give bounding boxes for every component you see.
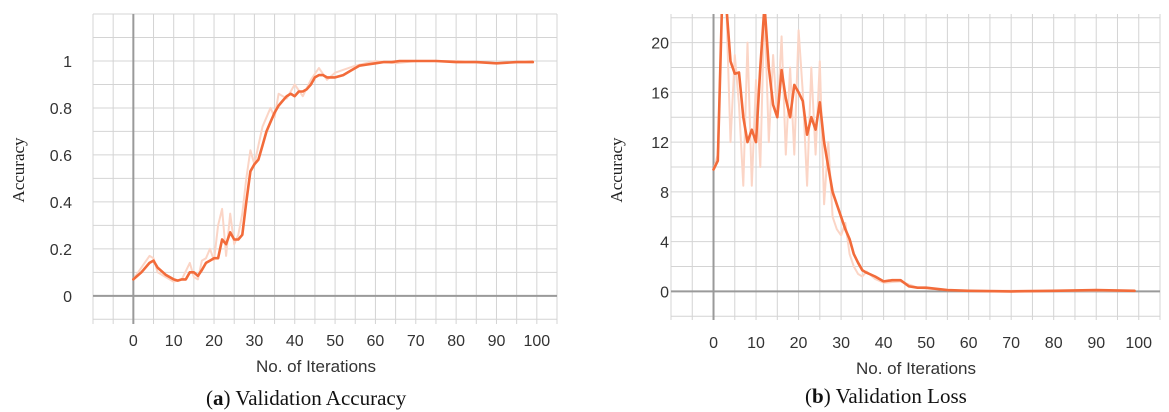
loss-chart-tick-labels: 0 10 20 30 40 50 60 70 80 90 100 0 4 8 12 16 20 <box>651 36 1152 352</box>
accuracy-chart-y-tick-label: 0 <box>63 289 72 306</box>
accuracy-chart-x-tick-label: 0 <box>129 333 138 350</box>
loss-chart-x-tick-label: 30 <box>832 335 850 352</box>
loss-chart-x-tick-label: 90 <box>1087 335 1105 352</box>
accuracy-chart-grid <box>92 13 558 324</box>
accuracy-chart-x-tick-label: 100 <box>523 333 550 350</box>
accuracy-chart-smoothed-series-line <box>132 59 535 282</box>
accuracy-chart-y-axis-title: Accuracy <box>9 137 28 203</box>
loss-chart-y-tick-label: 20 <box>651 36 669 53</box>
loss-chart-x-tick-label: 60 <box>960 335 978 352</box>
accuracy-chart-y-tick-label: 0.6 <box>50 148 72 165</box>
loss-chart-y-tick-label: 4 <box>660 235 669 252</box>
accuracy-chart-x-tick-label: 50 <box>326 333 344 350</box>
accuracy-chart-y-tick-label: 0.8 <box>50 101 72 118</box>
loss-chart-x-tick-label: 70 <box>1002 335 1020 352</box>
accuracy-chart-axes <box>93 14 557 324</box>
accuracy-chart-x-tick-label: 30 <box>245 333 263 350</box>
loss-chart-y-axis-title: Accuracy <box>607 137 626 203</box>
loss-chart-series <box>712 14 1136 293</box>
loss-chart-y-tick-label: 0 <box>660 284 669 301</box>
loss-chart-raw-series-line <box>712 14 1136 292</box>
accuracy-chart-x-tick-label: 60 <box>367 333 385 350</box>
accuracy-chart-y-tick-label: 0.2 <box>50 242 72 259</box>
loss-chart-x-tick-label: 0 <box>709 335 718 352</box>
loss-chart-y-tick-label: 8 <box>660 185 669 202</box>
accuracy-chart-y-tick-label: 1 <box>63 54 72 71</box>
loss-chart-x-tick-label: 50 <box>917 335 935 352</box>
loss-chart-smoothed-series-line <box>712 14 1136 293</box>
loss-chart-y-tick-label: 16 <box>651 85 669 102</box>
accuracy-chart-x-tick-label: 80 <box>447 333 465 350</box>
accuracy-chart-tick-labels: 0 10 20 30 40 50 60 70 80 90 100 0 0.2 0.4 0.6 0.8 1 <box>50 54 551 350</box>
accuracy-chart-x-axis-title: No. of Iterations <box>256 357 376 376</box>
accuracy-chart-series <box>132 59 535 283</box>
loss-chart-x-tick-label: 40 <box>875 335 893 352</box>
loss-chart-x-tick-label: 20 <box>790 335 808 352</box>
accuracy-chart-x-tick-label: 40 <box>286 333 304 350</box>
loss-chart-x-tick-label: 80 <box>1045 335 1063 352</box>
caption-b: (b) Validation Loss <box>805 384 967 408</box>
caption-a: (a) Validation Accuracy <box>206 386 407 410</box>
accuracy-chart-x-tick-label: 10 <box>165 333 183 350</box>
loss-chart-x-axis-title: No. of Iterations <box>856 359 976 378</box>
accuracy-chart-x-tick-label: 70 <box>407 333 425 350</box>
accuracy-chart-y-tick-label: 0.4 <box>50 195 72 212</box>
accuracy-chart: 0 10 20 30 40 50 60 70 80 90 100 0 0.2 0.4 0.6 0.8 1 No.… <box>9 13 558 376</box>
loss-chart-y-tick-label: 12 <box>651 135 669 152</box>
accuracy-chart-raw-series-line <box>132 60 534 283</box>
loss-chart: 0 10 20 30 40 50 60 70 80 90 100 0 4 8 12 16 20 No. of I… <box>607 14 1161 378</box>
accuracy-chart-x-tick-label: 20 <box>205 333 223 350</box>
loss-chart-x-tick-label: 100 <box>1125 335 1152 352</box>
accuracy-chart-x-tick-label: 90 <box>488 333 506 350</box>
loss-chart-x-tick-label: 10 <box>747 335 765 352</box>
